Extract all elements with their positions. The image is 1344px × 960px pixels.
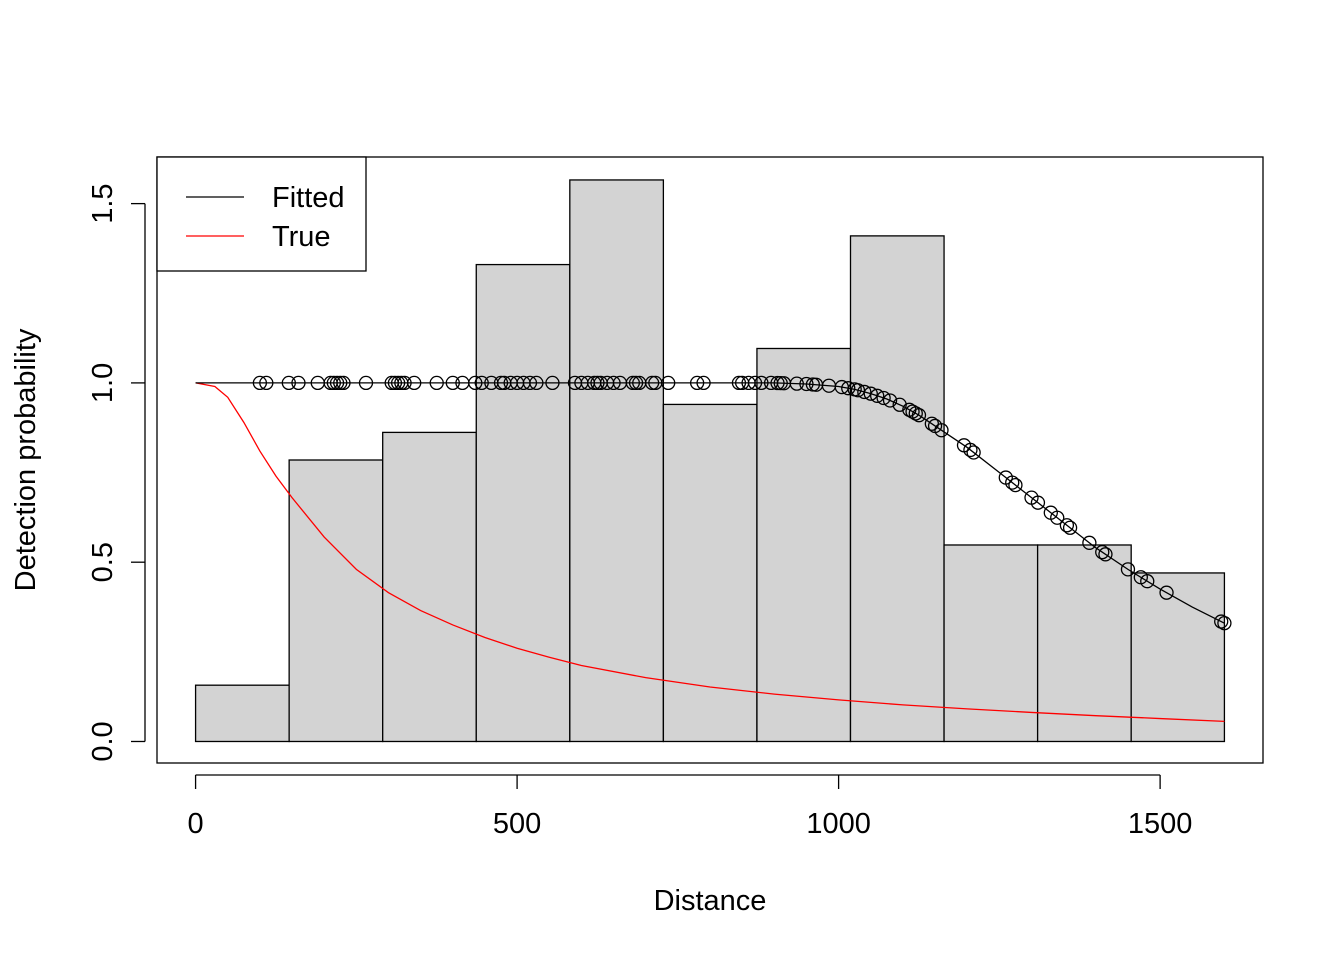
observation-point: [924, 416, 939, 431]
legend-box: [156, 156, 367, 272]
y-tick-label: 1.0: [87, 363, 119, 403]
observation-point: [1159, 585, 1174, 600]
observation-point: [696, 375, 711, 391]
observation-point: [882, 393, 898, 408]
observation-point: [1120, 562, 1136, 577]
observation-point: [625, 375, 640, 391]
y-tick-label: 0.0: [87, 721, 119, 761]
observation-point: [390, 375, 406, 391]
observation-point: [333, 375, 348, 391]
observation-point: [387, 375, 403, 391]
true-curve: [195, 382, 1225, 723]
observation-point: [773, 375, 788, 391]
observation-point: [850, 383, 866, 398]
observation-point: [1059, 518, 1075, 533]
observation-point: [1005, 475, 1020, 490]
observation-point: [963, 442, 978, 458]
observation-point: [281, 375, 296, 391]
observation-point: [1098, 547, 1113, 562]
true-curve-layer: [195, 382, 1225, 723]
observation-points: [252, 375, 1232, 631]
observation-point: [468, 375, 483, 391]
observation-point: [358, 375, 374, 391]
observation-point: [1082, 535, 1097, 550]
y-tick-label: 0.5: [87, 542, 119, 582]
x-tick-label: 1500: [1128, 808, 1193, 840]
histogram-bar: [1036, 544, 1132, 743]
histogram-bar: [756, 347, 852, 743]
observation-point: [1030, 495, 1046, 510]
observation-point: [590, 375, 605, 391]
x-tick-label: 1000: [806, 808, 871, 840]
histogram-bar: [849, 235, 945, 743]
observation-point: [789, 376, 804, 391]
x-axis: 0 500 1000 1500: [188, 774, 1193, 840]
x-tick-label: 0: [188, 808, 204, 840]
histogram-bar: [288, 459, 384, 743]
observation-point: [493, 375, 509, 391]
x-tick-label: 500: [493, 808, 541, 840]
observation-point: [966, 445, 981, 460]
legend-label-fitted: Fitted: [272, 182, 345, 214]
observation-point: [326, 375, 341, 391]
legend-label-true: True: [272, 221, 331, 253]
observation-point: [841, 381, 856, 396]
plot-frame: [156, 156, 1264, 764]
observation-point: [731, 375, 747, 391]
observation-point: [911, 408, 927, 423]
legend: Fitted True: [156, 156, 367, 272]
observation-point: [857, 384, 872, 400]
observation-point: [747, 375, 763, 391]
observation-point: [522, 375, 538, 391]
observation-point: [870, 388, 885, 403]
histogram-bar: [569, 179, 665, 743]
observation-point: [644, 375, 660, 391]
observation-point: [628, 375, 644, 391]
observation-point: [1008, 477, 1023, 493]
histogram-bar: [475, 263, 571, 743]
x-axis-label: Distance: [654, 885, 767, 917]
observation-point: [474, 375, 489, 391]
observation-point: [934, 423, 949, 438]
observation-point: [1050, 510, 1065, 525]
observation-point: [252, 375, 268, 391]
observation-point: [799, 376, 814, 392]
y-axis-label: Detection probability: [10, 328, 42, 591]
y-axis: 0.0 0.5 1.0 1.5: [87, 183, 146, 762]
observation-point: [1095, 545, 1110, 560]
observation-point: [661, 375, 676, 391]
observation-point: [1214, 614, 1229, 629]
observation-point: [259, 375, 274, 391]
observation-point: [754, 375, 769, 391]
histogram-bar: [382, 431, 477, 743]
observation-point: [407, 375, 422, 391]
observation-point: [908, 406, 923, 421]
observation-point: [397, 375, 412, 391]
y-tick-label: 1.5: [87, 183, 119, 223]
observation-point: [429, 375, 444, 391]
observation-point: [770, 375, 785, 391]
histogram-bars: [194, 179, 1226, 743]
observation-point: [545, 375, 560, 391]
observation-point: [291, 375, 306, 391]
observation-point: [445, 375, 460, 391]
histogram-bar: [662, 403, 758, 743]
histogram-bar: [1130, 572, 1226, 743]
observation-point: [689, 375, 705, 391]
observation-point: [876, 390, 891, 406]
observation-point: [1062, 520, 1078, 535]
observation-point: [606, 375, 621, 391]
observation-point: [336, 375, 351, 391]
observation-point: [863, 386, 878, 401]
observation-point: [1140, 574, 1155, 589]
histogram-bar: [194, 684, 290, 743]
observation-point: [329, 375, 345, 391]
observation-point: [1217, 616, 1232, 631]
observation-point: [529, 375, 544, 391]
